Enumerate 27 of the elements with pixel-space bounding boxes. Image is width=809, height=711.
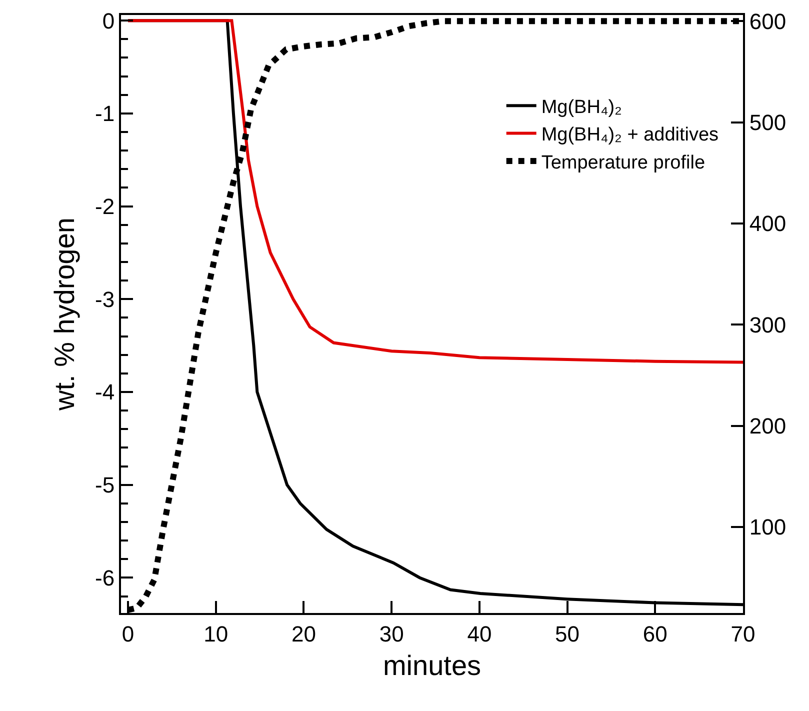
x-tick-label: 30 [379,621,404,646]
legend-label: Temperature profile [541,152,706,174]
y2-tick-label: 400 [749,211,786,236]
x-tick-label: 10 [204,621,228,646]
y-tick-label: -4 [95,380,115,405]
y2-tick-label: 500 [749,110,786,135]
y-tick-label: -1 [95,101,115,126]
line-series [126,19,743,364]
y-tick-label: -3 [95,286,115,312]
y-axis-title: wt. % hydrogen [49,218,80,412]
y-tick-label: -5 [95,472,115,498]
x-tick-label: 50 [555,621,580,646]
legend-label: Mg(BH₄)₂ [541,97,622,118]
x-tick-label: 70 [730,621,756,646]
y2-tick-label: 300 [749,312,786,338]
x-tick-label: 40 [467,621,492,646]
y2-tick-label: 100 [749,514,786,540]
y-tick-label: 0 [102,8,115,34]
y2-tick-label: 600 [749,8,786,34]
y-tick-label: -6 [95,565,115,590]
x-tick-label: 60 [642,621,668,646]
legend-label: Mg(BH₄)₂ + additives [541,124,719,146]
y-tick-label: -2 [95,194,115,219]
x-tick-label: 20 [291,621,316,646]
x-axis-title: minutes [382,650,482,681]
x-tick-label: 0 [122,621,134,646]
y2-tick-label: 200 [749,414,786,439]
